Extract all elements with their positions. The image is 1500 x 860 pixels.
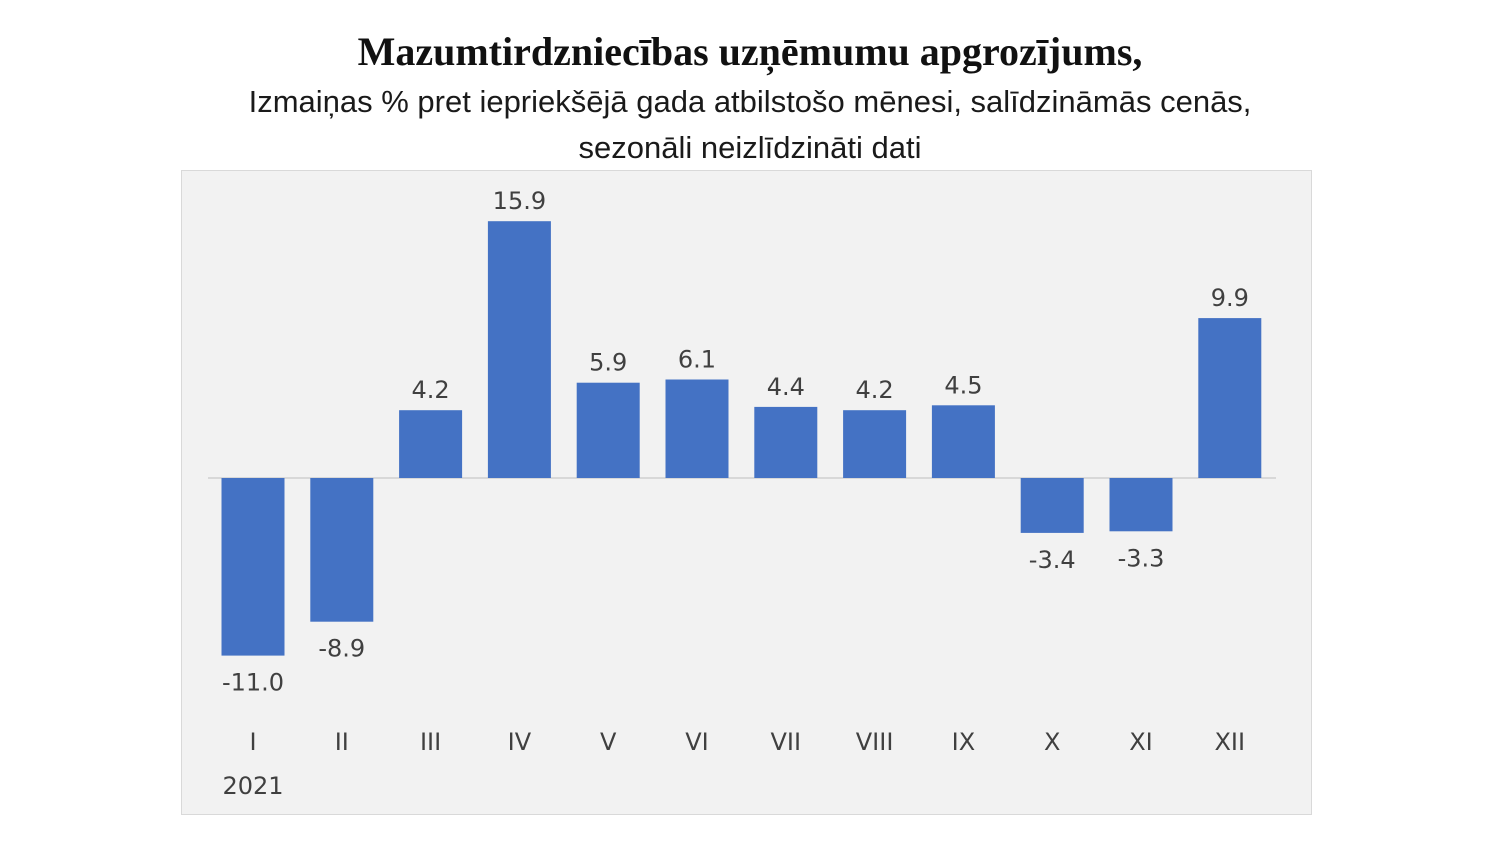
year-label: 2021	[222, 772, 283, 800]
data-label-X: -3.4	[1029, 546, 1076, 574]
x-tick-III: III	[420, 728, 441, 756]
data-label-IV: 15.9	[493, 187, 546, 215]
data-label-IX: 4.5	[944, 371, 982, 399]
x-tick-X: X	[1044, 728, 1060, 756]
bar-I	[221, 478, 285, 656]
data-label-VIII: 4.2	[856, 376, 894, 404]
x-tick-I: I	[249, 728, 256, 756]
bar-IX	[931, 405, 995, 478]
data-label-XII: 9.9	[1211, 284, 1249, 312]
x-tick-II: II	[335, 728, 349, 756]
chart-title: Mazumtirdzniecības uzņēmumu apgrozījums,	[357, 29, 1143, 74]
bar-VI	[665, 379, 729, 478]
bar-II	[310, 478, 374, 622]
x-tick-IV: IV	[508, 728, 532, 756]
data-label-V: 5.9	[589, 349, 627, 377]
bar-XI	[1109, 478, 1173, 532]
bar-V	[576, 382, 640, 478]
data-label-VII: 4.4	[767, 373, 805, 401]
chart-subtitle-line-1: Izmaiņas % pret iepriekšējā gada atbilst…	[248, 84, 1252, 119]
data-labels-layer: -11.0 -8.9 4.2 15.9 5.9 6.1 4.4 4.2 4.5 -3.4 -3.3 9…	[222, 187, 1249, 696]
bars-layer	[221, 221, 1262, 656]
x-tick-VI: VI	[685, 728, 709, 756]
x-tick-V: V	[600, 728, 617, 756]
x-tick-IX: IX	[952, 728, 976, 756]
bar-IV	[487, 221, 551, 478]
data-label-VI: 6.1	[678, 346, 716, 374]
chart-subtitle-line-2: sezonāli neizlīdzināti dati	[578, 130, 922, 165]
x-tick-XII: XII	[1214, 728, 1245, 756]
bar-III	[399, 410, 463, 478]
bar-VII	[754, 406, 818, 478]
data-label-II: -8.9	[318, 635, 365, 663]
x-tick-VIII: VIII	[856, 728, 894, 756]
x-tick-XI: XI	[1129, 728, 1153, 756]
data-label-III: 4.2	[412, 376, 450, 404]
data-label-XI: -3.3	[1118, 544, 1165, 572]
x-tick-VII: VII	[771, 728, 802, 756]
bar-X	[1020, 478, 1084, 533]
bar-VIII	[843, 410, 907, 478]
bar-XII	[1198, 318, 1262, 478]
data-label-I: -11.0	[222, 669, 284, 697]
x-tick-labels-layer: I II III IV V VI VII VIII IX X XI XII	[249, 728, 1245, 756]
